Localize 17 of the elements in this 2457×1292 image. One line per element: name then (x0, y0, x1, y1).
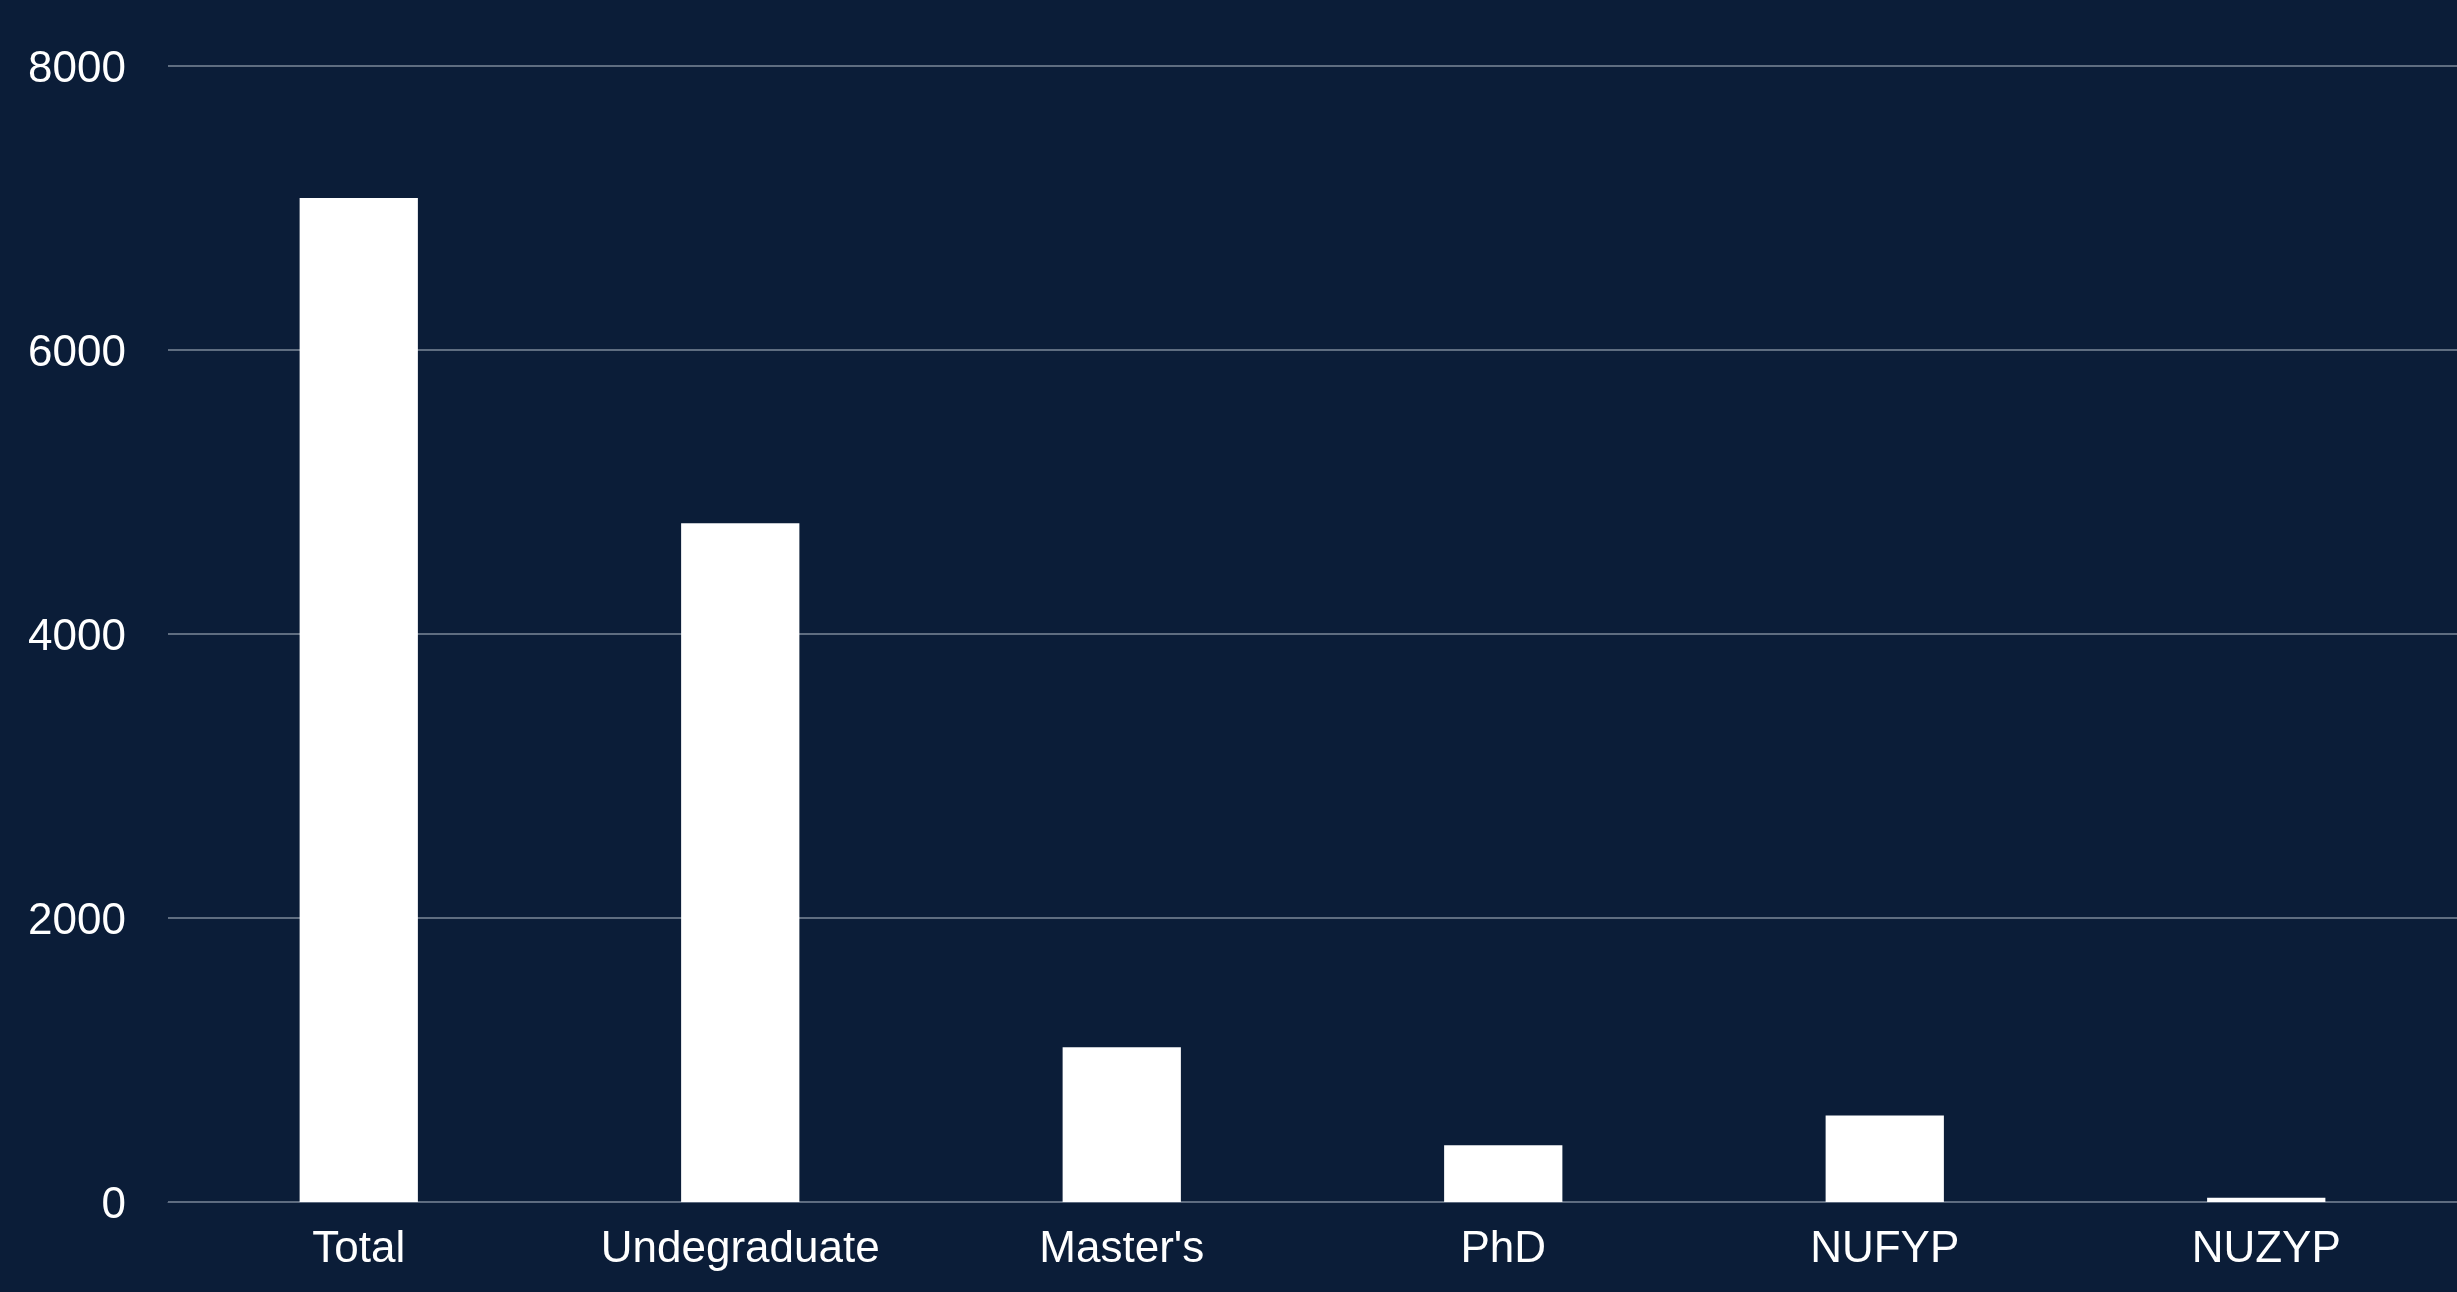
x-tick-label: Undegraduate (600, 1221, 880, 1271)
y-tick-label: 0 (101, 1177, 126, 1227)
x-tick-label: NUFYP (1810, 1221, 1960, 1271)
x-tick-label: Master's (1039, 1221, 1205, 1271)
x-tick-label: PhD (1460, 1221, 1547, 1271)
y-tick-label: 4000 (28, 609, 126, 659)
x-tick-label: NUZYP (2191, 1221, 2341, 1271)
bar (1444, 1145, 1563, 1202)
y-tick-label: 2000 (28, 893, 126, 943)
bar (1062, 1047, 1181, 1202)
bar (2207, 1197, 2326, 1202)
bar (299, 198, 418, 1202)
bar (1825, 1115, 1944, 1202)
bar (681, 523, 800, 1202)
x-tick-label: Total (312, 1221, 406, 1271)
y-tick-label: 8000 (28, 41, 126, 91)
y-tick-label: 6000 (28, 325, 126, 375)
